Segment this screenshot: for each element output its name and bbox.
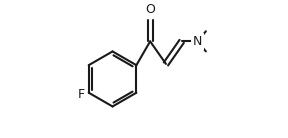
Text: N: N: [193, 35, 202, 48]
Text: F: F: [78, 87, 85, 100]
Text: O: O: [145, 3, 155, 16]
